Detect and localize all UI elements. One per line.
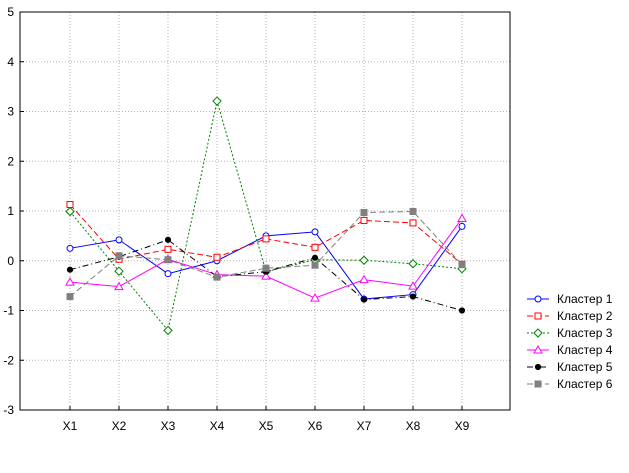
legend-label: Кластер 4 [557, 343, 613, 357]
data-point [261, 271, 271, 280]
y-tick-label: -2 [3, 353, 14, 367]
legend-item: Кластер 6 [527, 377, 613, 391]
data-point [311, 261, 319, 269]
data-point [164, 236, 172, 243]
x-tick-label: X1 [63, 419, 78, 433]
x-tick-label: X4 [210, 419, 225, 433]
legend-item: Кластер 2 [527, 309, 613, 323]
data-point [163, 325, 173, 336]
y-tick-label: 4 [7, 55, 14, 69]
x-axis-ticks: X1 X2 X3 X4 X5 X6 X7 X8 X9 [63, 406, 470, 433]
series-1 [66, 222, 466, 303]
data-point [66, 244, 74, 252]
data-point [408, 281, 418, 290]
legend-item: Кластер 5 [527, 360, 613, 374]
data-point [409, 207, 417, 215]
y-tick-label: 3 [7, 105, 14, 119]
series-group [65, 96, 467, 336]
legend-swatch-marker [534, 363, 542, 371]
x-tick-label: X8 [406, 419, 421, 433]
legend-swatch-marker [533, 328, 543, 338]
data-point [360, 216, 368, 224]
legend-item: Кластер 3 [527, 326, 613, 340]
data-point [66, 266, 74, 273]
data-point [360, 208, 368, 216]
legend-label: Кластер 5 [557, 360, 613, 374]
data-point [115, 236, 123, 244]
x-tick-label: X2 [112, 419, 127, 433]
plot-area-frame [19, 11, 511, 411]
y-tick-label: 5 [7, 5, 14, 19]
data-point [310, 293, 320, 302]
data-point [66, 201, 74, 209]
data-point [213, 273, 221, 281]
data-point [359, 274, 369, 284]
legend-item: Кластер 1 [527, 292, 613, 306]
legend-label: Кластер 2 [557, 309, 613, 323]
data-point [114, 266, 124, 276]
x-tick-label: X7 [357, 419, 372, 433]
x-tick-label: X3 [161, 419, 176, 433]
data-point [409, 293, 417, 300]
legend-swatch-marker [533, 344, 543, 354]
legend: Кластер 1 Кластер 2 Кластер 3 Кластер 4 Клас… [527, 292, 613, 391]
data-point [164, 256, 172, 264]
y-axis-ticks: -3 -2 -1 0 1 2 3 4 5 [3, 5, 24, 417]
data-point [212, 96, 222, 106]
data-point [164, 245, 172, 253]
data-point [457, 213, 467, 222]
y-tick-label: -3 [3, 403, 14, 417]
data-point [262, 264, 270, 272]
data-point [458, 222, 466, 230]
data-point [408, 259, 418, 269]
data-point [360, 296, 368, 303]
y-tick-label: -1 [3, 304, 14, 318]
legend-swatch-marker [534, 312, 542, 320]
data-point [311, 254, 319, 261]
x-tick-label: X9 [455, 419, 470, 433]
data-point [409, 219, 417, 227]
legend-label: Кластер 6 [557, 377, 613, 391]
data-point [458, 307, 466, 314]
grid [20, 12, 510, 410]
legend-label: Кластер 1 [557, 292, 613, 306]
data-point [66, 293, 74, 301]
x-tick-label: X5 [259, 419, 274, 433]
y-tick-label: 0 [7, 254, 14, 268]
data-point [164, 270, 172, 278]
legend-swatch-marker [534, 380, 542, 388]
data-point [262, 235, 270, 243]
data-point [213, 253, 221, 261]
data-point [115, 252, 123, 260]
data-point [114, 281, 124, 291]
legend-label: Кластер 3 [557, 326, 613, 340]
y-tick-label: 1 [7, 204, 14, 218]
series-6 [66, 207, 466, 301]
data-point [458, 261, 466, 269]
y-tick-label: 2 [7, 154, 14, 168]
data-point [311, 228, 319, 236]
data-point [311, 243, 319, 251]
legend-swatch-marker [534, 295, 542, 303]
x-tick-label: X6 [308, 419, 323, 433]
data-point [359, 255, 369, 265]
data-point [65, 277, 75, 286]
legend-item: Кластер 4 [527, 343, 613, 357]
data-point [65, 206, 75, 217]
